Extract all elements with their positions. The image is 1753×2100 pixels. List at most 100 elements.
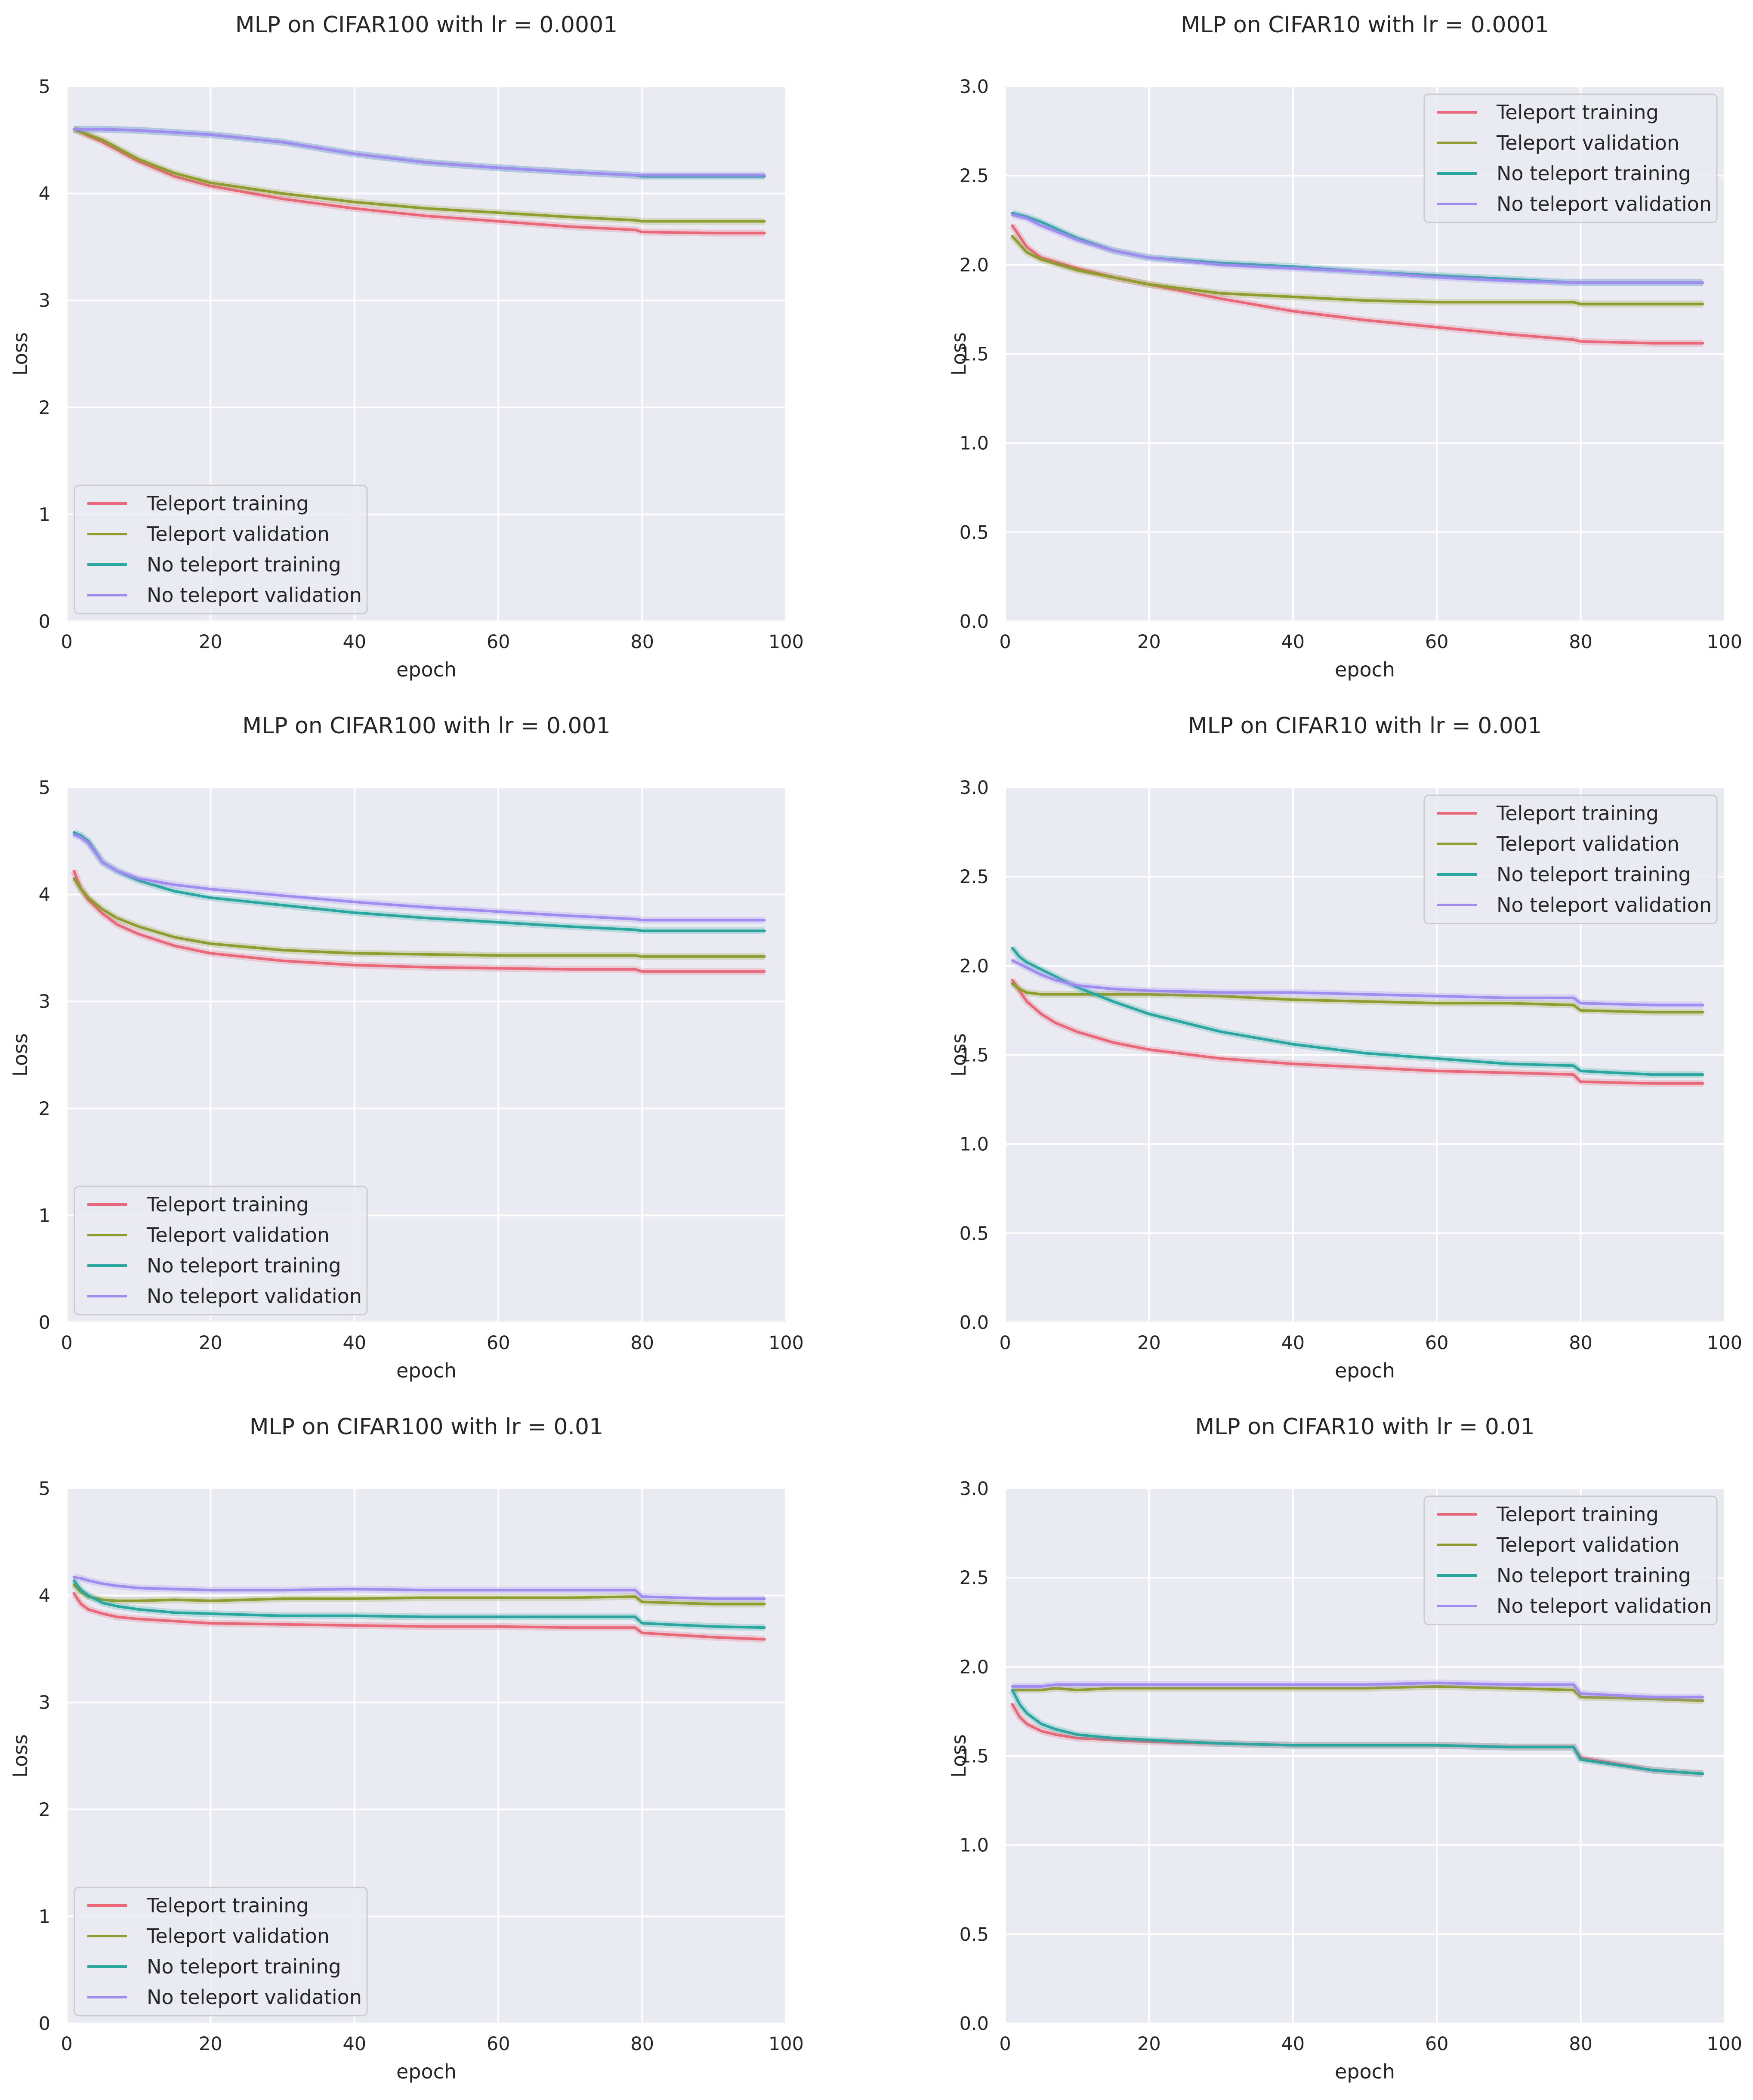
y-tick-label: 1.0 (960, 1134, 989, 1155)
y-tick-label: 0 (39, 1312, 50, 1334)
legend-label: No teleport validation (147, 1986, 362, 2009)
x-tick-label: 60 (487, 2033, 510, 2055)
y-tick-label: 2.0 (960, 254, 989, 276)
legend-label: No teleport training (147, 1955, 341, 1978)
y-tick-label: 0 (39, 611, 50, 633)
x-tick-label: 40 (343, 2033, 366, 2055)
chart-title: MLP on CIFAR10 with lr = 0.0001 (1181, 12, 1549, 38)
chart-title: MLP on CIFAR100 with lr = 0.001 (242, 713, 610, 739)
y-tick-label: 1.5 (960, 344, 989, 365)
y-tick-label: 0.5 (960, 1223, 989, 1245)
series-line-4 (72, 1576, 766, 1600)
x-tick-label: 0 (61, 631, 72, 653)
legend-frame (74, 1186, 368, 1316)
legend-label: No teleport training (147, 1254, 341, 1277)
legend-label: Teleport validation (1496, 131, 1679, 154)
series-line-2 (1011, 235, 1704, 306)
x-tick-label: 60 (1425, 2033, 1449, 2055)
chart-title: MLP on CIFAR10 with lr = 0.01 (1195, 1414, 1534, 1440)
x-tick-label: 60 (1425, 1332, 1449, 1354)
x-tick-label: 80 (1569, 631, 1593, 653)
x-tick-label: 60 (487, 1332, 510, 1354)
legend-label: Teleport validation (1496, 832, 1679, 855)
y-tick-label: 2.0 (960, 1656, 989, 1678)
y-tick-label: 3.0 (960, 777, 989, 799)
series-line-4 (1011, 1681, 1704, 1699)
y-tick-label: 2 (39, 1098, 50, 1120)
legend-label: Teleport validation (1496, 1533, 1679, 1556)
legend-label: No teleport validation (147, 584, 362, 607)
x-tick-label: 40 (343, 631, 366, 653)
x-tick-label: 80 (630, 1332, 654, 1354)
y-tick-label: 3.0 (960, 1478, 989, 1500)
y-tick-label: 2.0 (960, 955, 989, 977)
x-tick-label: 100 (768, 2033, 804, 2055)
x-tick-label: 20 (199, 1332, 222, 1354)
y-tick-label: 3 (39, 991, 50, 1013)
x-tick-label: 0 (999, 1332, 1011, 1354)
subplot-2: 0 20 40 60 80 100 0.0 0.5 1.0 1.5 2.0 2.5 3.0 MLP on … (947, 12, 1742, 681)
legend-frame (1423, 93, 1718, 223)
chart-title: MLP on CIFAR100 with lr = 0.0001 (235, 12, 618, 38)
series-line-3 (1011, 946, 1704, 1076)
legend-label: Teleport training (1496, 1503, 1659, 1526)
x-axis-label: epoch (396, 2060, 457, 2083)
x-tick-label: 60 (487, 631, 510, 653)
x-tick-label: 0 (61, 2033, 72, 2055)
series-line-1 (72, 1592, 766, 1641)
x-tick-label: 80 (630, 631, 654, 653)
y-tick-label: 0.0 (960, 1312, 989, 1334)
legend-label: Teleport training (1496, 101, 1659, 124)
legend-label: Teleport training (146, 492, 309, 515)
x-tick-label: 20 (1137, 1332, 1161, 1354)
x-tick-label: 40 (1281, 1332, 1305, 1354)
y-tick-label: 3.0 (960, 76, 989, 98)
y-axis-label: Loss (9, 332, 32, 376)
legend: Teleport training Teleport validation No t… (1423, 794, 1718, 924)
legend-label: No teleport training (147, 553, 341, 576)
y-tick-label: 1 (39, 1205, 50, 1226)
y-tick-label: 3 (39, 290, 50, 312)
legend-label: Teleport training (146, 1193, 309, 1216)
y-tick-label: 1.5 (960, 1746, 989, 1767)
x-tick-label: 100 (1707, 1332, 1742, 1354)
legend-frame (1423, 1495, 1718, 1625)
y-tick-label: 1 (39, 504, 50, 525)
x-tick-label: 40 (1281, 631, 1305, 653)
y-tick-label: 4 (39, 884, 50, 906)
y-tick-label: 5 (39, 1478, 50, 1500)
y-axis-label: Loss (947, 1734, 970, 1778)
legend-label: No teleport validation (147, 1285, 362, 1308)
legend-frame (74, 1887, 368, 2017)
x-tick-label: 40 (343, 1332, 366, 1354)
y-tick-label: 5 (39, 777, 50, 799)
y-tick-label: 0 (39, 2013, 50, 2035)
chart-title: MLP on CIFAR100 with lr = 0.01 (250, 1414, 603, 1440)
legend-label: No teleport validation (1497, 1594, 1712, 1618)
x-tick-label: 100 (768, 631, 804, 653)
y-tick-label: 1 (39, 1906, 50, 1927)
y-tick-label: 0.0 (960, 2013, 989, 2035)
series-line-1 (72, 869, 766, 973)
y-axis-label: Loss (947, 332, 970, 376)
series-line-1 (72, 128, 766, 235)
legend: Teleport training Teleport validation No t… (1423, 93, 1718, 223)
x-tick-label: 20 (1137, 2033, 1161, 2055)
x-tick-label: 100 (1707, 2033, 1742, 2055)
subplot-4: 0 20 40 60 80 100 0.0 0.5 1.0 1.5 2.0 2.5 3.0 MLP on … (947, 713, 1742, 1382)
y-tick-label: 1.0 (960, 1835, 989, 1856)
y-tick-label: 4 (39, 183, 50, 205)
y-axis-label: Loss (947, 1033, 970, 1077)
subplot-1: 0 20 40 60 80 100 0 1 2 3 4 5 MLP on CIFAR100 with l… (9, 12, 804, 681)
series-line-2 (72, 128, 766, 223)
x-tick-label: 20 (199, 2033, 222, 2055)
legend-frame (74, 485, 368, 615)
x-tick-label: 20 (1137, 631, 1161, 653)
legend-label: Teleport training (1496, 802, 1659, 825)
x-tick-label: 60 (1425, 631, 1449, 653)
y-tick-label: 0.5 (960, 1924, 989, 1946)
series-line-3 (1011, 1689, 1704, 1775)
subplot-5: 0 20 40 60 80 100 0 1 2 3 4 5 MLP on CIFAR100 with l… (9, 1414, 804, 2083)
legend: Teleport training Teleport validation No t… (74, 485, 368, 615)
